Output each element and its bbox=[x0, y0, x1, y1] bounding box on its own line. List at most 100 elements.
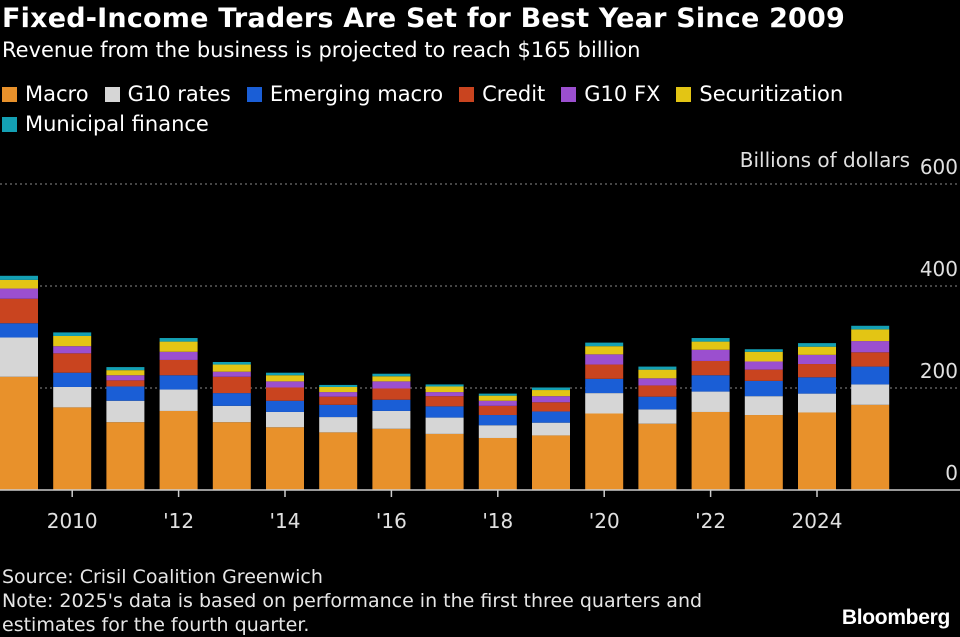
bloomberg-logo: Bloomberg bbox=[841, 606, 950, 629]
legend: Macro G10 rates Emerging macro Credit G10 FX… bbox=[2, 82, 902, 136]
bar-2011-emerging-macro bbox=[106, 386, 145, 401]
bar-2013-securitization bbox=[212, 364, 251, 372]
bar-2018-securitization bbox=[478, 395, 517, 401]
bar-2009-macro bbox=[0, 376, 38, 490]
bar-2010-g10-fx bbox=[53, 346, 92, 354]
bar-2014-municipal-finance bbox=[266, 372, 304, 376]
bar-2019-securitization bbox=[532, 390, 570, 397]
bar-2018-g10-rates bbox=[478, 425, 517, 438]
bar-2021-credit bbox=[638, 385, 677, 397]
bar-2017-credit bbox=[425, 396, 464, 407]
bar-2014-g10-rates bbox=[266, 411, 304, 428]
bar-2016-municipal-finance bbox=[372, 373, 411, 377]
bar-2015-municipal-finance bbox=[319, 384, 358, 387]
bar-2009-municipal-finance bbox=[0, 275, 38, 280]
bar-2024-g10-fx bbox=[798, 354, 836, 365]
bar-2021-g10-fx bbox=[638, 378, 677, 386]
bar-2011-g10-fx bbox=[106, 375, 145, 381]
bar-2009-credit bbox=[0, 298, 38, 324]
bar-2020-g10-rates bbox=[585, 393, 624, 414]
bar-2020-macro bbox=[585, 413, 624, 490]
legend-label-emerging-macro: Emerging macro bbox=[269, 82, 444, 106]
bar-2018-municipal-finance bbox=[478, 393, 517, 396]
bar-2024-municipal-finance bbox=[798, 343, 836, 347]
legend-swatch-securitization bbox=[676, 86, 692, 102]
bar-2020-securitization bbox=[585, 346, 624, 355]
bar-2010-municipal-finance bbox=[53, 332, 92, 336]
bar-2015-securitization bbox=[319, 386, 358, 393]
bar-2025-municipal-finance bbox=[851, 325, 890, 330]
bar-2012-g10-rates bbox=[159, 389, 198, 411]
x-tick-label-2012: '12 bbox=[163, 509, 194, 533]
stacked-bar-chart: 0 200 400 600 Billions of dollars 2010 '12 '14 '… bbox=[0, 148, 960, 533]
bar-2011-credit bbox=[106, 380, 145, 387]
bar-2021-emerging-macro bbox=[638, 396, 677, 410]
legend-label-municipal-finance: Municipal finance bbox=[25, 112, 209, 136]
bar-2022-g10-fx bbox=[691, 349, 730, 361]
bar-2016-credit bbox=[372, 388, 411, 400]
bar-2017-securitization bbox=[425, 386, 464, 393]
bar-2018-emerging-macro bbox=[478, 415, 517, 426]
bar-2019-credit bbox=[532, 402, 570, 412]
bar-2025-g10-fx bbox=[851, 341, 890, 353]
bar-2010-securitization bbox=[53, 335, 92, 347]
bar-2024-credit bbox=[798, 364, 836, 378]
bar-2020-municipal-finance bbox=[585, 342, 624, 347]
legend-label-securitization: Securitization bbox=[699, 82, 844, 106]
chart-title: Fixed-Income Traders Are Set for Best Ye… bbox=[2, 3, 846, 34]
bar-2022-g10-rates bbox=[691, 391, 730, 412]
bar-2016-g10-fx bbox=[372, 381, 411, 389]
legend-swatch-credit bbox=[459, 86, 475, 102]
bar-2014-g10-fx bbox=[266, 381, 304, 388]
bar-2015-macro bbox=[319, 432, 358, 490]
bar-2010-macro bbox=[53, 407, 92, 490]
bar-2012-macro bbox=[159, 410, 198, 490]
bar-2025-emerging-macro bbox=[851, 366, 890, 385]
bar-2021-municipal-finance bbox=[638, 366, 677, 370]
legend-swatch-g10-fx bbox=[561, 86, 577, 102]
bar-2019-macro bbox=[532, 435, 570, 490]
bar-2017-g10-fx bbox=[425, 392, 464, 397]
legend-swatch-g10-rates bbox=[104, 86, 120, 102]
bar-2013-emerging-macro bbox=[212, 393, 251, 406]
bar-2015-g10-fx bbox=[319, 392, 358, 397]
bar-2016-macro bbox=[372, 428, 411, 490]
legend-swatch-municipal-finance bbox=[2, 116, 17, 132]
y-tick-label-0: 0 bbox=[945, 461, 958, 485]
data-note-line-2: estimates for the fourth quarter. bbox=[2, 614, 310, 636]
bar-2019-emerging-macro bbox=[532, 411, 570, 423]
bar-2009-emerging-macro bbox=[0, 323, 38, 338]
bar-2010-emerging-macro bbox=[53, 372, 92, 387]
bar-2025-g10-rates bbox=[851, 384, 890, 405]
bar-2021-macro bbox=[638, 423, 677, 490]
bar-2020-g10-fx bbox=[585, 354, 624, 365]
data-note-line-1: Note: 2025's data is based on performanc… bbox=[2, 590, 703, 612]
bar-2019-g10-rates bbox=[532, 422, 570, 436]
bar-2021-securitization bbox=[638, 369, 677, 379]
bar-2013-macro bbox=[212, 422, 251, 490]
bar-2024-g10-rates bbox=[798, 393, 836, 413]
bar-2012-emerging-macro bbox=[159, 375, 198, 390]
bar-2019-g10-fx bbox=[532, 396, 570, 403]
bar-2018-macro bbox=[478, 437, 517, 490]
bar-2014-credit bbox=[266, 387, 304, 401]
legend-item-credit: Credit bbox=[459, 82, 545, 106]
bar-2022-credit bbox=[691, 360, 730, 376]
bar-2025-securitization bbox=[851, 329, 890, 342]
bar-2011-securitization bbox=[106, 370, 145, 376]
legend-item-macro: Macro bbox=[2, 82, 89, 106]
bar-2022-emerging-macro bbox=[691, 375, 730, 392]
legend-swatch-emerging-macro bbox=[246, 86, 262, 102]
bar-2017-emerging-macro bbox=[425, 406, 464, 418]
x-tick-label-2014: '14 bbox=[270, 509, 301, 533]
bar-2024-securitization bbox=[798, 346, 836, 355]
bar-2013-g10-fx bbox=[212, 371, 251, 377]
bar-2017-municipal-finance bbox=[425, 384, 464, 387]
y-axis-label: Billions of dollars bbox=[740, 148, 910, 172]
chart-subtitle: Revenue from the business is projected t… bbox=[2, 38, 641, 62]
bar-2013-municipal-finance bbox=[212, 361, 251, 365]
legend-item-g10-fx: G10 FX bbox=[561, 82, 660, 106]
bar-2009-g10-rates bbox=[0, 337, 38, 377]
bar-2011-municipal-finance bbox=[106, 367, 145, 371]
legend-label-macro: Macro bbox=[25, 82, 89, 106]
